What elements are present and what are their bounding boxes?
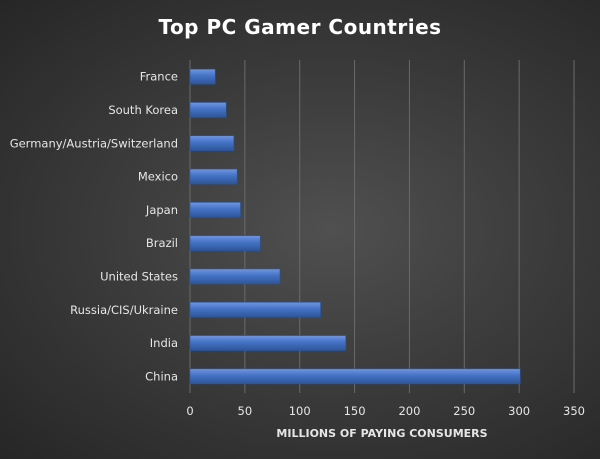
bar-india bbox=[189, 335, 347, 351]
x-tick-label-3: 150 bbox=[344, 404, 366, 418]
y-axis-labels: France South Korea Germany/Austria/Switzer… bbox=[10, 70, 178, 384]
bar-germany-austria-switzerland bbox=[189, 135, 235, 152]
bars-layer bbox=[189, 68, 521, 385]
category-label-germany-austria-switzerland: Germany/Austria/Switzerland bbox=[10, 136, 178, 150]
category-label-south-korea: South Korea bbox=[108, 103, 178, 117]
x-tick-label-7: 350 bbox=[563, 404, 585, 418]
category-label-mexico: Mexico bbox=[138, 170, 178, 184]
bar-china bbox=[189, 368, 521, 385]
x-tick-label-5: 250 bbox=[453, 404, 475, 418]
category-label-japan: Japan bbox=[145, 203, 178, 217]
category-label-united-states: United States bbox=[100, 269, 178, 283]
x-tick-label-0: 0 bbox=[186, 404, 193, 418]
chart-title: Top PC Gamer Countries bbox=[158, 15, 441, 39]
x-tick-label-2: 100 bbox=[289, 404, 311, 418]
bar-france bbox=[189, 68, 216, 85]
bar-brazil bbox=[189, 235, 261, 251]
bar-south-korea bbox=[189, 102, 227, 118]
x-tick-label-4: 200 bbox=[398, 404, 420, 418]
x-tick-label-1: 50 bbox=[238, 404, 253, 418]
bar-japan bbox=[189, 202, 241, 218]
category-label-brazil: Brazil bbox=[146, 236, 178, 250]
x-axis-title: MILLIONS OF PAYING CONSUMERS bbox=[276, 427, 487, 440]
x-axis-labels: 0 50 100 150 200 250 300 350 bbox=[186, 404, 585, 418]
grid-layer bbox=[189, 60, 575, 393]
category-label-france: France bbox=[140, 70, 178, 84]
bar-united-states bbox=[189, 268, 281, 285]
category-label-india: India bbox=[150, 336, 178, 350]
bar-mexico bbox=[189, 168, 238, 185]
x-tick-label-6: 300 bbox=[508, 404, 530, 418]
category-label-china: China bbox=[145, 369, 178, 383]
category-label-russia-cis-ukraine: Russia/CIS/Ukraine bbox=[70, 303, 178, 317]
bar-russia-cis-ukraine bbox=[189, 301, 321, 318]
